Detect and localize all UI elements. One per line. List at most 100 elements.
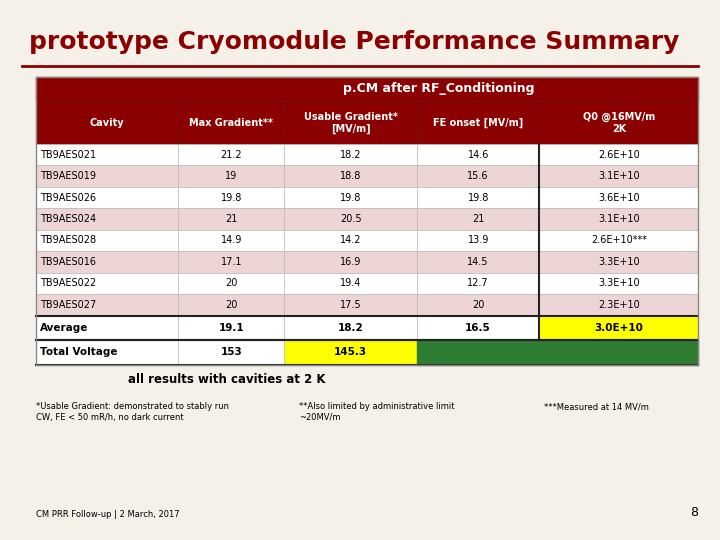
Bar <box>539 187 698 208</box>
Text: 14.5: 14.5 <box>467 257 489 267</box>
Text: Total Voltage: Total Voltage <box>40 347 118 357</box>
Text: p.CM after RF_Conditioning: p.CM after RF_Conditioning <box>343 83 534 96</box>
Text: 18.2: 18.2 <box>338 323 364 333</box>
Bar <box>417 315 539 340</box>
Bar <box>284 294 417 315</box>
Bar <box>539 251 698 273</box>
Bar <box>539 294 698 315</box>
Text: 17.1: 17.1 <box>220 257 242 267</box>
Bar <box>284 251 417 273</box>
Bar <box>539 208 698 230</box>
Text: 19.8: 19.8 <box>467 193 489 202</box>
Bar <box>417 101 539 144</box>
Bar <box>36 230 179 251</box>
Bar <box>179 144 284 165</box>
Text: Average: Average <box>40 323 89 333</box>
Text: 19.8: 19.8 <box>221 193 242 202</box>
Text: 19.4: 19.4 <box>340 278 361 288</box>
Text: Usable Gradient*
[MV/m]: Usable Gradient* [MV/m] <box>304 112 397 133</box>
Bar <box>539 101 698 144</box>
Text: **Also limited by administrative limit
~20MV/m: **Also limited by administrative limit ~… <box>299 402 454 422</box>
Bar <box>36 77 179 101</box>
Bar <box>417 294 539 315</box>
Bar <box>179 251 284 273</box>
Text: prototype Cryomodule Performance Summary: prototype Cryomodule Performance Summary <box>29 30 679 53</box>
Text: 18.8: 18.8 <box>340 171 361 181</box>
Bar <box>179 101 284 144</box>
Bar <box>179 315 284 340</box>
Bar <box>539 230 698 251</box>
Bar <box>284 230 417 251</box>
Text: 3.0E+10: 3.0E+10 <box>595 323 644 333</box>
Bar <box>417 165 539 187</box>
Bar <box>179 294 284 315</box>
Bar <box>539 340 698 364</box>
Text: all results with cavities at 2 K: all results with cavities at 2 K <box>127 373 325 386</box>
Bar <box>417 340 698 364</box>
Bar <box>417 144 539 165</box>
Bar <box>36 315 179 340</box>
Bar <box>36 251 179 273</box>
Bar <box>539 144 698 165</box>
Text: TB9AES027: TB9AES027 <box>40 300 96 310</box>
Text: *Usable Gradient: demonstrated to stably run
CW, FE < 50 mR/h, no dark current: *Usable Gradient: demonstrated to stably… <box>36 402 229 422</box>
Text: 19: 19 <box>225 171 238 181</box>
Bar <box>417 230 539 251</box>
Text: 17.5: 17.5 <box>340 300 361 310</box>
Text: 145.3: 145.3 <box>334 347 367 357</box>
Text: Q0 @16MV/m
2K: Q0 @16MV/m 2K <box>582 112 655 133</box>
Text: 2.6E+10: 2.6E+10 <box>598 150 640 160</box>
Bar <box>284 340 417 364</box>
Text: Cavity: Cavity <box>90 118 125 127</box>
Bar <box>539 315 698 340</box>
Text: 14.9: 14.9 <box>221 235 242 246</box>
Text: 2.6E+10***: 2.6E+10*** <box>591 235 647 246</box>
Bar <box>179 340 284 364</box>
Text: 20: 20 <box>472 300 485 310</box>
Text: TB9AES016: TB9AES016 <box>40 257 96 267</box>
Bar <box>36 165 179 187</box>
Text: 3.6E+10: 3.6E+10 <box>598 193 640 202</box>
Text: 3.3E+10: 3.3E+10 <box>598 257 640 267</box>
Text: TB9AES021: TB9AES021 <box>40 150 96 160</box>
Text: Acceptance = 128 MV: Acceptance = 128 MV <box>481 346 634 359</box>
Text: 13.9: 13.9 <box>467 235 489 246</box>
Text: 18.2: 18.2 <box>340 150 361 160</box>
Bar <box>36 101 179 144</box>
Text: 3.3E+10: 3.3E+10 <box>598 278 640 288</box>
Bar <box>179 208 284 230</box>
Bar <box>284 273 417 294</box>
Text: TB9AES026: TB9AES026 <box>40 193 96 202</box>
Bar <box>36 294 179 315</box>
Text: 3.1E+10: 3.1E+10 <box>598 214 640 224</box>
Bar <box>417 340 539 364</box>
Bar <box>179 77 698 101</box>
Bar <box>179 187 284 208</box>
Bar <box>179 165 284 187</box>
Text: 14.6: 14.6 <box>467 150 489 160</box>
Bar <box>539 273 698 294</box>
Bar <box>36 144 179 165</box>
Text: TB9AES024: TB9AES024 <box>40 214 96 224</box>
Bar <box>179 230 284 251</box>
Bar <box>284 208 417 230</box>
Text: 2.3E+10: 2.3E+10 <box>598 300 640 310</box>
Text: CM PRR Follow-up | 2 March, 2017: CM PRR Follow-up | 2 March, 2017 <box>36 510 179 519</box>
Bar <box>284 101 417 144</box>
Text: 20.5: 20.5 <box>340 214 361 224</box>
Bar <box>539 165 698 187</box>
Bar <box>417 273 539 294</box>
Text: ***Measured at 14 MV/m: ***Measured at 14 MV/m <box>544 402 649 411</box>
Bar <box>284 165 417 187</box>
Bar <box>417 187 539 208</box>
Text: 19.8: 19.8 <box>340 193 361 202</box>
Text: 21: 21 <box>225 214 238 224</box>
Bar <box>284 315 417 340</box>
Bar <box>417 251 539 273</box>
Bar <box>284 187 417 208</box>
Bar <box>284 144 417 165</box>
Text: 19.1: 19.1 <box>219 323 244 333</box>
Text: 16.5: 16.5 <box>465 323 491 333</box>
Text: TB9AES019: TB9AES019 <box>40 171 96 181</box>
Text: TB9AES022: TB9AES022 <box>40 278 96 288</box>
